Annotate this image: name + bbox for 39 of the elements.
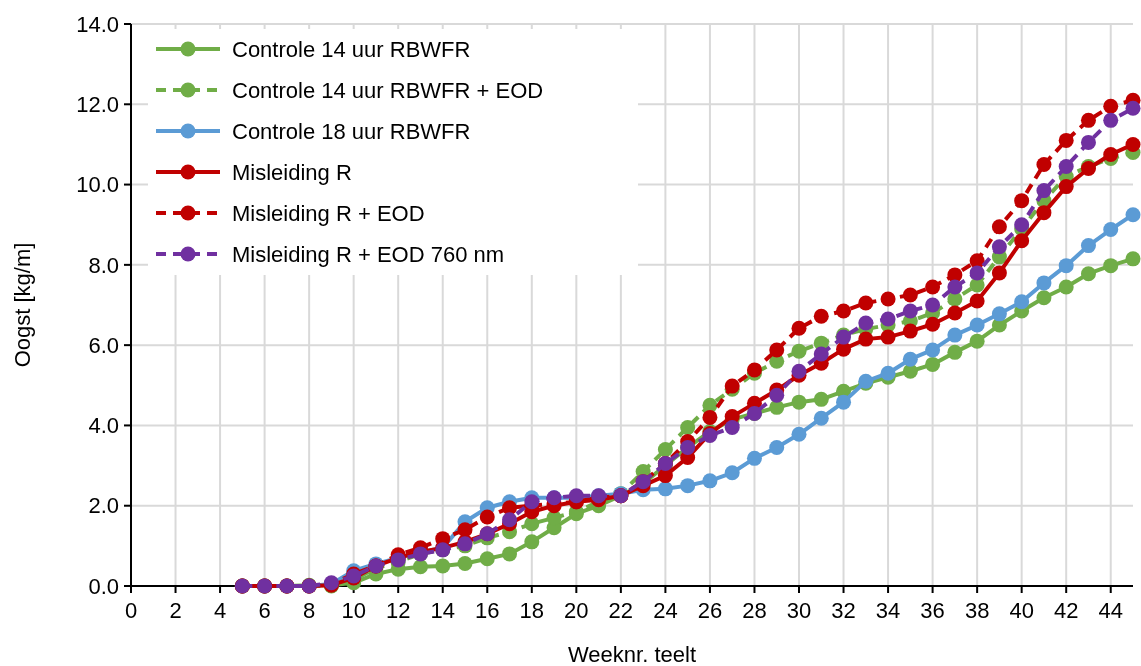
x-tick-label: 36	[920, 598, 945, 623]
x-tick-label: 4	[213, 598, 227, 623]
y-tick-label: 2.0	[88, 493, 119, 519]
legend-label: Misleiding R	[232, 159, 352, 185]
x-tick-label: 28	[742, 598, 767, 623]
y-tick-label: 14.0	[76, 11, 119, 37]
y-tick-label: 6.0	[88, 332, 119, 358]
x-tick-label: 14	[430, 598, 455, 623]
x-tick-label: 38	[964, 598, 990, 623]
x-tick-label: 42	[1053, 598, 1079, 623]
x-tick-label: 0	[124, 598, 138, 623]
y-axis-title: Oogst [kg/m]	[10, 242, 35, 368]
legend-label: Controle 14 uur RBWFR	[232, 36, 471, 62]
x-tick-label: 22	[608, 598, 634, 623]
x-tick-label: 10	[341, 598, 366, 623]
x-tick-label: 18	[519, 598, 545, 623]
y-tick-label: 12.0	[76, 91, 119, 117]
x-tick-label: 24	[653, 598, 678, 623]
legend-label: Controle 18 uur RBWFR	[232, 118, 471, 144]
x-tick-label: 34	[875, 598, 901, 623]
x-tick-label: 2	[169, 598, 182, 623]
legend-label: Controle 14 uur RBWFR + EOD	[232, 77, 544, 103]
y-tick-label: 0.0	[88, 573, 119, 599]
x-tick-label: 26	[697, 598, 723, 623]
x-tick-label: 12	[385, 598, 411, 623]
x-axis-title: Weeknr. teelt	[568, 642, 696, 666]
y-tick-label: 8.0	[88, 252, 119, 278]
x-tick-label: 30	[786, 598, 812, 623]
legend-label: Misleiding R + EOD	[232, 200, 425, 226]
legend-label: Misleiding R + EOD 760 nm	[232, 241, 505, 267]
x-tick-label: 6	[258, 598, 271, 623]
x-tick-label: 40	[1009, 598, 1034, 623]
x-tick-label: 16	[475, 598, 500, 623]
x-tick-label: 8	[303, 598, 316, 623]
y-tick-label: 10.0	[76, 172, 119, 198]
x-tick-label: 44	[1098, 598, 1123, 623]
y-tick-label: 4.0	[88, 413, 119, 439]
x-tick-label: 32	[831, 598, 856, 623]
x-tick-label: 20	[564, 598, 589, 623]
